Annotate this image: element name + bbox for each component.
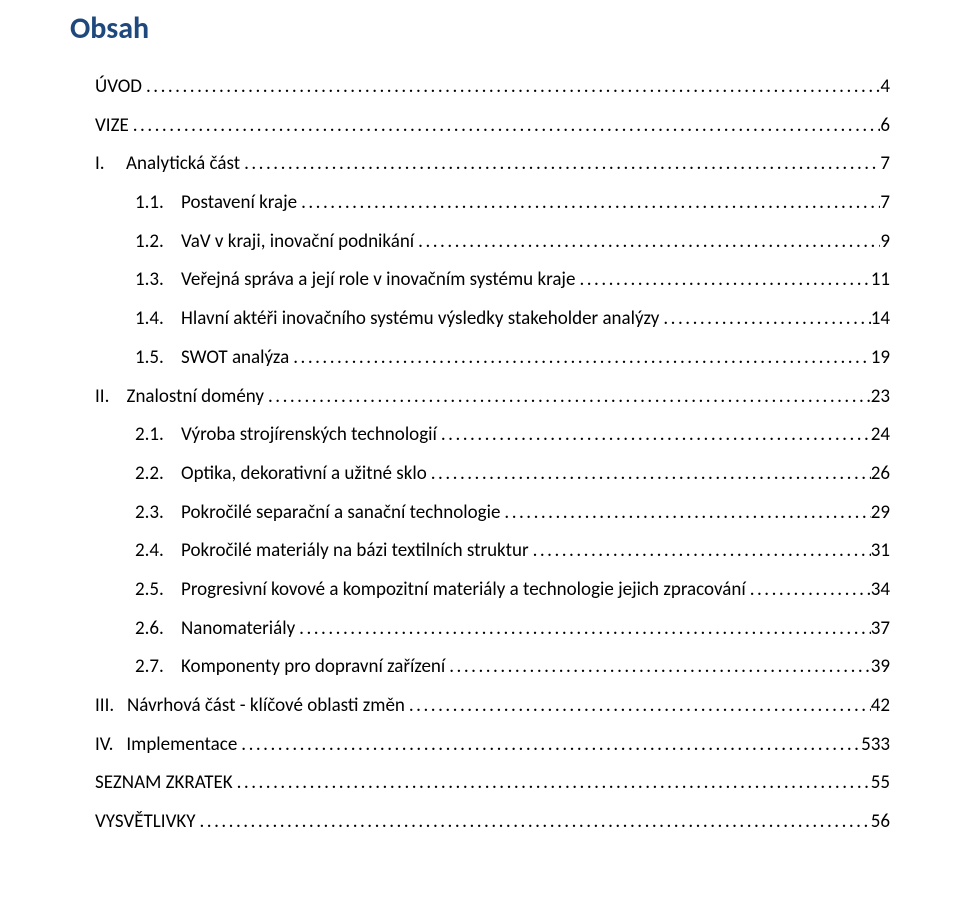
toc-entry: SEZNAM ZKRATEK..........................…	[70, 771, 890, 796]
toc-leaders: ........................................…	[289, 346, 871, 371]
document-page: Obsah ÚVOD..............................…	[0, 0, 960, 879]
toc-entry-label: 2.3. Pokročilé separační a sanační techn…	[135, 501, 500, 526]
toc-entry: 2.5. Progresivní kovové a kompozitní mat…	[70, 578, 890, 603]
page-title: Obsah	[70, 10, 890, 47]
toc-entry: VIZE....................................…	[70, 114, 890, 139]
toc-entry-page: 7	[880, 191, 890, 216]
toc-entry-page: 56	[871, 810, 890, 835]
toc-entry: 1.4. Hlavní aktéři inovačního systému vý…	[70, 307, 890, 332]
toc-entry: 2.2. Optika, dekorativní a užitné sklo..…	[70, 462, 890, 487]
toc-entry-page: 11	[871, 268, 890, 293]
toc-entry-page: 9	[880, 230, 890, 255]
toc-entry-page: 42	[871, 694, 890, 719]
toc-leaders: ........................................…	[129, 114, 881, 139]
toc-leaders: ........................................…	[500, 501, 870, 526]
toc-entry-label: 2.6. Nanomateriály	[135, 617, 295, 642]
toc-entry: 1.5. SWOT analýza.......................…	[70, 346, 890, 371]
toc-entry-label: 1.2. VaV v kraji, inovační podnikání	[135, 230, 414, 255]
toc-entry-page: 6	[880, 114, 890, 139]
toc-entry-label: 2.4. Pokročilé materiály na bázi textiln…	[135, 539, 529, 564]
toc-leaders: ........................................…	[233, 771, 871, 796]
toc-leaders: ........................................…	[264, 385, 871, 410]
toc-entry-label: 1.1. Postavení kraje	[135, 191, 297, 216]
toc-entry-page: 23	[871, 385, 890, 410]
toc-leaders: ........................................…	[529, 539, 871, 564]
toc-entry: 1.2. VaV v kraji, inovační podnikání....…	[70, 230, 890, 255]
toc-entry-label: III. Návrhová část - klíčové oblasti změ…	[95, 694, 405, 719]
toc-entry-page: 29	[871, 501, 890, 526]
toc-entry-label: II. Znalostní domény	[95, 385, 264, 410]
toc-entry-page: 7	[880, 152, 890, 177]
toc-entry-label: VYSVĚTLIVKY	[95, 810, 195, 835]
toc-entry-label: ÚVOD	[95, 75, 142, 100]
toc-entry: IV. Implementace........................…	[70, 733, 890, 758]
toc-leaders: ........................................…	[659, 307, 870, 332]
toc-leaders: ........................................…	[445, 655, 870, 680]
toc-entry-page: 533	[861, 733, 890, 758]
toc-leaders: ........................................…	[195, 810, 870, 835]
toc-entry: I. Analytická část......................…	[70, 152, 890, 177]
toc-leaders: ........................................…	[295, 617, 871, 642]
toc-entry: 2.4. Pokročilé materiály na bázi textiln…	[70, 539, 890, 564]
toc-entry: 2.7. Komponenty pro dopravní zařízení...…	[70, 655, 890, 680]
toc-entry: II. Znalostní domény....................…	[70, 385, 890, 410]
toc-entry-label: IV. Implementace	[95, 733, 237, 758]
table-of-contents: ÚVOD....................................…	[70, 75, 890, 835]
toc-entry-label: SEZNAM ZKRATEK	[95, 771, 233, 796]
toc-entry: ÚVOD....................................…	[70, 75, 890, 100]
toc-entry-label: 2.5. Progresivní kovové a kompozitní mat…	[135, 578, 746, 603]
toc-entry-label: 2.1. Výroba strojírenských technologií	[135, 423, 437, 448]
toc-leaders: ........................................…	[437, 423, 871, 448]
toc-entry-label: 2.2. Optika, dekorativní a užitné sklo	[135, 462, 427, 487]
toc-entry-label: VIZE	[95, 114, 129, 139]
toc-entry-label: 1.4. Hlavní aktéři inovačního systému vý…	[135, 307, 659, 332]
toc-entry-label: I. Analytická část	[95, 152, 240, 177]
toc-entry: 1.1. Postavení kraje....................…	[70, 191, 890, 216]
toc-entry: 2.1. Výroba strojírenských technologií..…	[70, 423, 890, 448]
toc-entry: 2.3. Pokročilé separační a sanační techn…	[70, 501, 890, 526]
toc-leaders: ........................................…	[405, 694, 871, 719]
toc-entry-page: 14	[871, 307, 890, 332]
toc-entry-label: 2.7. Komponenty pro dopravní zařízení	[135, 655, 445, 680]
toc-entry: III. Návrhová část - klíčové oblasti změ…	[70, 694, 890, 719]
toc-leaders: ........................................…	[746, 578, 871, 603]
toc-leaders: ........................................…	[142, 75, 880, 100]
toc-entry-page: 19	[871, 346, 890, 371]
toc-entry-page: 26	[871, 462, 890, 487]
toc-entry: VYSVĚTLIVKY.............................…	[70, 810, 890, 835]
toc-entry-page: 55	[871, 771, 890, 796]
toc-leaders: ........................................…	[575, 268, 870, 293]
toc-entry-page: 37	[871, 617, 890, 642]
toc-entry-page: 39	[871, 655, 890, 680]
toc-entry-page: 4	[880, 75, 890, 100]
toc-entry-page: 34	[871, 578, 890, 603]
toc-entry-page: 24	[871, 423, 890, 448]
toc-leaders: ........................................…	[240, 152, 880, 177]
toc-leaders: ........................................…	[414, 230, 880, 255]
toc-entry-label: 1.3. Veřejná správa a její role v inovač…	[135, 268, 575, 293]
toc-entry-label: 1.5. SWOT analýza	[135, 346, 289, 371]
toc-leaders: ........................................…	[237, 733, 861, 758]
toc-entry: 1.3. Veřejná správa a její role v inovač…	[70, 268, 890, 293]
toc-leaders: ........................................…	[427, 462, 871, 487]
toc-entry-page: 31	[871, 539, 890, 564]
toc-leaders: ........................................…	[297, 191, 880, 216]
toc-entry: 2.6. Nanomateriály......................…	[70, 617, 890, 642]
